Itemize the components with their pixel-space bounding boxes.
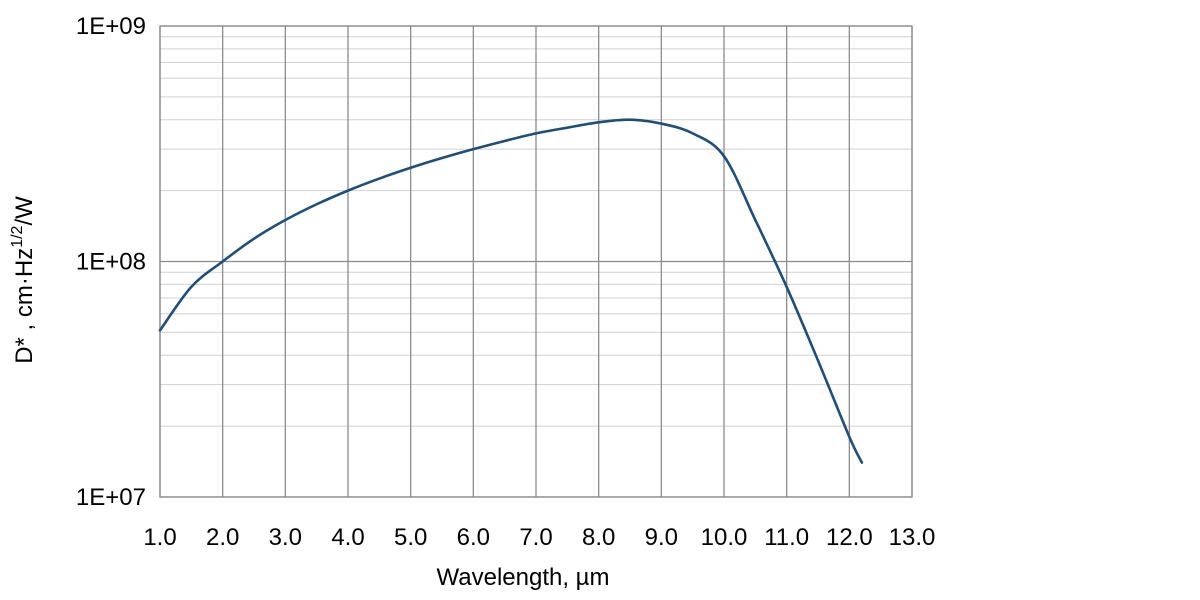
y-tick-label: 1E+07 [76,484,146,511]
y-axis-title: D* , cm·Hz1/2/W [9,196,38,364]
x-tick-label: 2.0 [206,524,239,551]
x-axis-title: Wavelength, µm [436,564,609,591]
x-tick-label: 11.0 [764,524,809,551]
x-tick-label: 10.0 [701,524,748,551]
x-tick-label: 3.0 [269,524,302,551]
y-tick-label: 1E+08 [76,249,146,276]
x-tick-label: 6.0 [457,524,490,551]
series-line [158,118,864,464]
x-tick-label: 13.0 [889,524,936,551]
y-axis-title-superscript: 1/2 [9,225,26,247]
x-tick-label: 4.0 [331,524,364,551]
x-axis-tick-labels: 1.0 2.0 3.0 4.0 5.0 6.0 7.0 8.0 9.0 10.0 11.0 12.0 1… [143,524,935,551]
y-tick-label: 1E+09 [76,13,146,40]
y-axis-title-suffix: /W [11,196,38,226]
y-axis-title-base: D* , cm·Hz [11,248,38,364]
x-tick-label: 7.0 [519,524,552,551]
x-tick-label: 5.0 [394,524,427,551]
x-tick-label: 9.0 [645,524,678,551]
x-tick-label: 1.0 [143,524,176,551]
plot-area-border [159,25,913,498]
x-tick-label: 12.0 [826,524,873,551]
y-axis-tick-labels: 1E+07 1E+08 1E+09 [76,13,146,511]
x-tick-label: 8.0 [582,524,615,551]
series-layer [158,118,864,464]
